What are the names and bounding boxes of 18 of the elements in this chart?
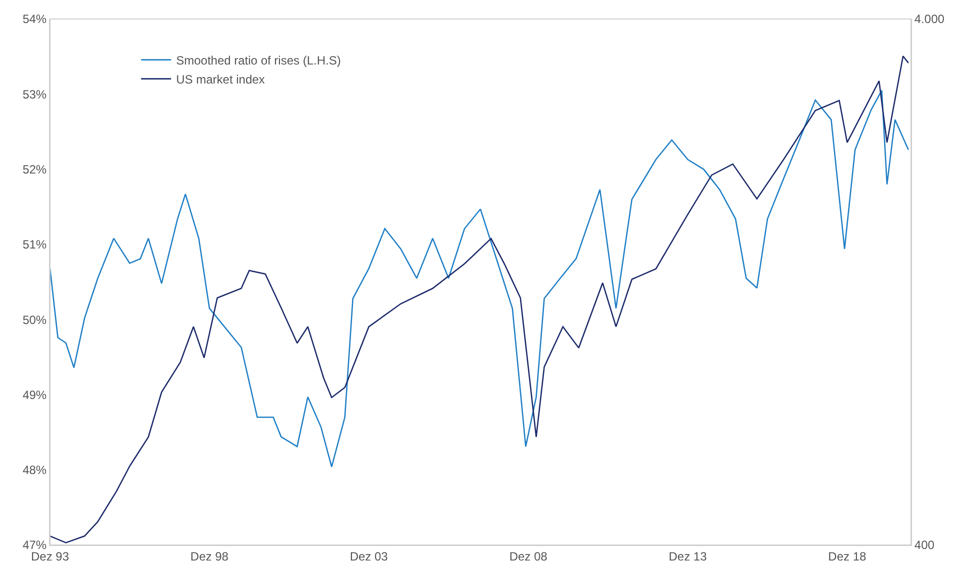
line-series [50,55,910,544]
y-tick-label: 50% [22,312,47,327]
line-series [50,90,910,468]
x-tick-label: Dez 98 [190,549,229,564]
y-tick-label: 54% [22,12,47,26]
y-tick-label: 48% [22,463,47,478]
y2-tick-label: 4.000 [914,12,945,26]
x-tick-label: Dez 08 [509,549,548,564]
legend-label: Smoothed ratio of rises (L.H.S) [176,53,341,68]
legend-label: US market index [176,72,265,86]
x-tick-label: Dez 03 [350,549,388,564]
y-tick-label: 52% [22,162,47,176]
x-tick-label: Dez 13 [668,549,708,564]
y2-tick-label: 400 [914,538,935,552]
y-tick-label: 49% [22,388,47,402]
x-tick-label: Dez 18 [828,549,867,564]
y-tick-label: 51% [22,238,47,252]
y-tick-label: 53% [22,87,47,102]
